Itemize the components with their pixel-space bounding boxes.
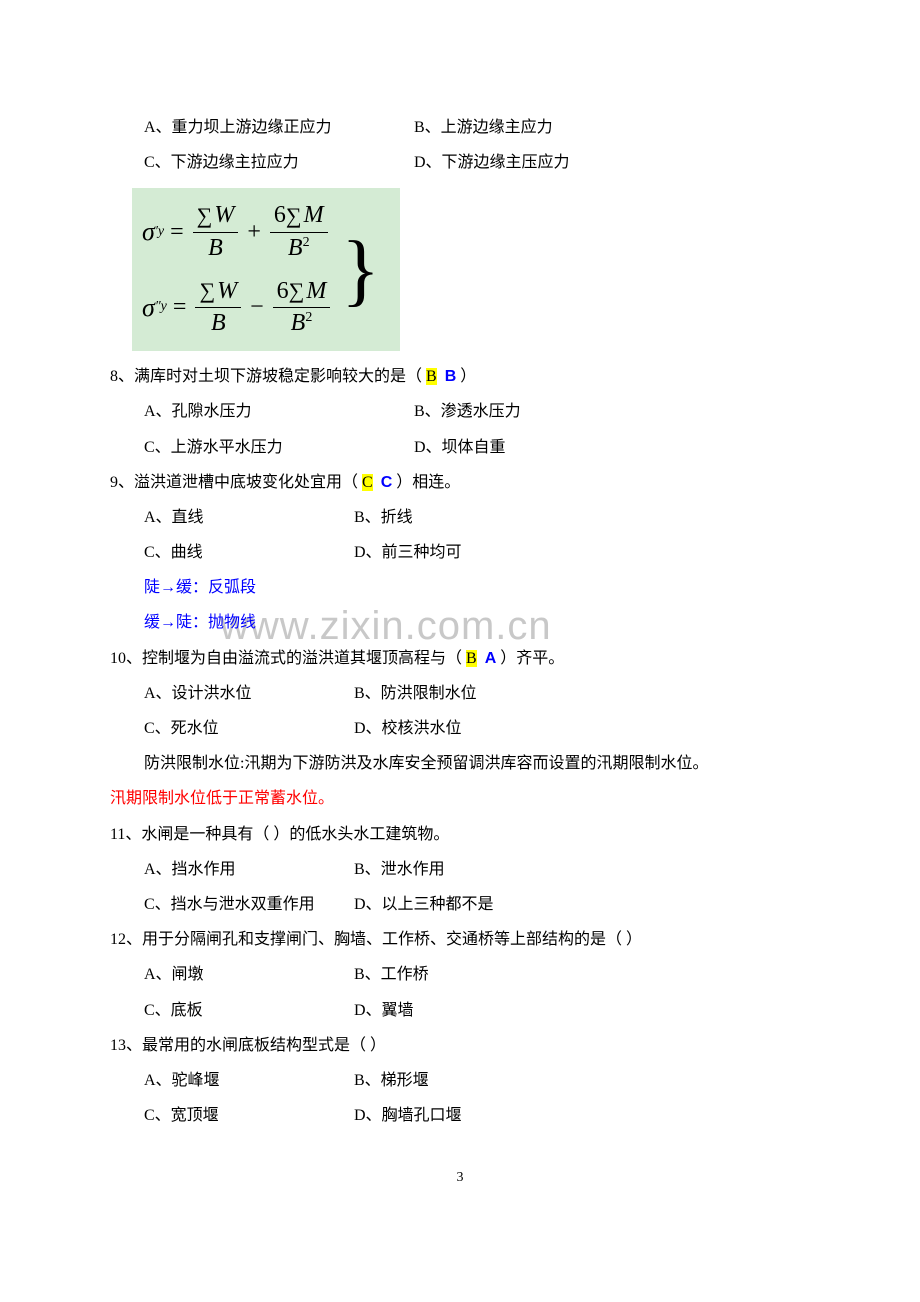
q8-options-row1: A、孔隙水压力 B、渗透水压力 [110, 394, 810, 429]
q11-option-c: C、挡水与泄水双重作用 [144, 887, 354, 922]
q8-option-a: A、孔隙水压力 [144, 394, 414, 429]
q8-option-d: D、坝体自重 [414, 430, 810, 465]
q9-option-b: B、折线 [354, 500, 810, 535]
q7-option-b: B、上游边缘主应力 [414, 110, 810, 145]
q9-text: 9、溢洪道泄槽中底坡变化处宜用（ C C ）相连。 [110, 465, 810, 500]
q10-note-red: 汛期限制水位低于正常蓄水位。 [110, 781, 810, 816]
q12-option-b: B、工作桥 [354, 957, 810, 992]
formula-line-2: σ″y = ∑W B − 6∑M B2 [142, 276, 333, 339]
q7-options-row1: A、重力坝上游边缘正应力 B、上游边缘主应力 [110, 110, 810, 145]
q12-options-row1: A、闸墩 B、工作桥 [110, 957, 810, 992]
q11-option-a: A、挡水作用 [144, 852, 354, 887]
q11-option-d: D、以上三种都不是 [354, 887, 810, 922]
q7-option-a: A、重力坝上游边缘正应力 [144, 110, 414, 145]
q10-highlight: B [466, 650, 477, 667]
q9-option-a: A、直线 [144, 500, 354, 535]
q9-note-1: 陡→缓：反弧段 [110, 570, 810, 605]
page-number: 3 [110, 1163, 810, 1194]
q8-highlight: B [426, 368, 437, 385]
q10-option-a: A、设计洪水位 [144, 676, 354, 711]
q7-option-d: D、下游边缘主压应力 [414, 145, 810, 180]
brace-icon: } [341, 234, 379, 306]
q9-option-d: D、前三种均可 [354, 535, 810, 570]
q13-options-row2: C、宽顶堰 D、胸墙孔口堰 [110, 1098, 810, 1133]
q11-text: 11、水闸是一种具有（ ）的低水头水工建筑物。 [110, 817, 810, 852]
formula-box: σ′y = ∑W B + 6∑M B2 σ″y = ∑ [132, 188, 400, 351]
q10-option-b: B、防洪限制水位 [354, 676, 810, 711]
q10-option-c: C、死水位 [144, 711, 354, 746]
q9-answer: C [381, 474, 393, 491]
q8-text: 8、满库时对土坝下游坡稳定影响较大的是（ B B ） [110, 359, 810, 394]
page-content: A、重力坝上游边缘正应力 B、上游边缘主应力 C、下游边缘主拉应力 D、下游边缘… [110, 110, 810, 1194]
q12-option-c: C、底板 [144, 993, 354, 1028]
q10-text: 10、控制堰为自由溢流式的溢洪道其堰顶高程与（ B A ）齐平。 [110, 641, 810, 676]
q8-option-b: B、渗透水压力 [414, 394, 810, 429]
q12-options-row2: C、底板 D、翼墙 [110, 993, 810, 1028]
q11-options-row2: C、挡水与泄水双重作用 D、以上三种都不是 [110, 887, 810, 922]
q7-options-row2: C、下游边缘主拉应力 D、下游边缘主压应力 [110, 145, 810, 180]
q10-option-d: D、校核洪水位 [354, 711, 810, 746]
q9-option-c: C、曲线 [144, 535, 354, 570]
q11-option-b: B、泄水作用 [354, 852, 810, 887]
q13-option-c: C、宽顶堰 [144, 1098, 354, 1133]
q11-options-row1: A、挡水作用 B、泄水作用 [110, 852, 810, 887]
q9-highlight: C [362, 474, 373, 491]
q10-options-row2: C、死水位 D、校核洪水位 [110, 711, 810, 746]
q8-answer: B [445, 368, 457, 385]
q10-answer: A [485, 650, 497, 667]
q13-options-row1: A、驼峰堰 B、梯形堰 [110, 1063, 810, 1098]
q9-options-row1: A、直线 B、折线 [110, 500, 810, 535]
q12-text: 12、用于分隔闸孔和支撑闸门、胸墙、工作桥、交通桥等上部结构的是（ ） [110, 922, 810, 957]
q8-option-c: C、上游水平水压力 [144, 430, 414, 465]
q13-text: 13、最常用的水闸底板结构型式是（ ） [110, 1028, 810, 1063]
q10-note-black: 防洪限制水位:汛期为下游防洪及水库安全预留调洪库容而设置的汛期限制水位。 [110, 746, 810, 781]
q9-options-row2: C、曲线 D、前三种均可 [110, 535, 810, 570]
q12-option-d: D、翼墙 [354, 993, 810, 1028]
q8-options-row2: C、上游水平水压力 D、坝体自重 [110, 430, 810, 465]
q7-option-c: C、下游边缘主拉应力 [144, 145, 414, 180]
q12-option-a: A、闸墩 [144, 957, 354, 992]
q9-note-2: 缓→陡：抛物线 [110, 605, 810, 640]
q10-options-row1: A、设计洪水位 B、防洪限制水位 [110, 676, 810, 711]
q13-option-b: B、梯形堰 [354, 1063, 810, 1098]
q13-option-d: D、胸墙孔口堰 [354, 1098, 810, 1133]
formula-line-1: σ′y = ∑W B + 6∑M B2 [142, 200, 333, 263]
q13-option-a: A、驼峰堰 [144, 1063, 354, 1098]
